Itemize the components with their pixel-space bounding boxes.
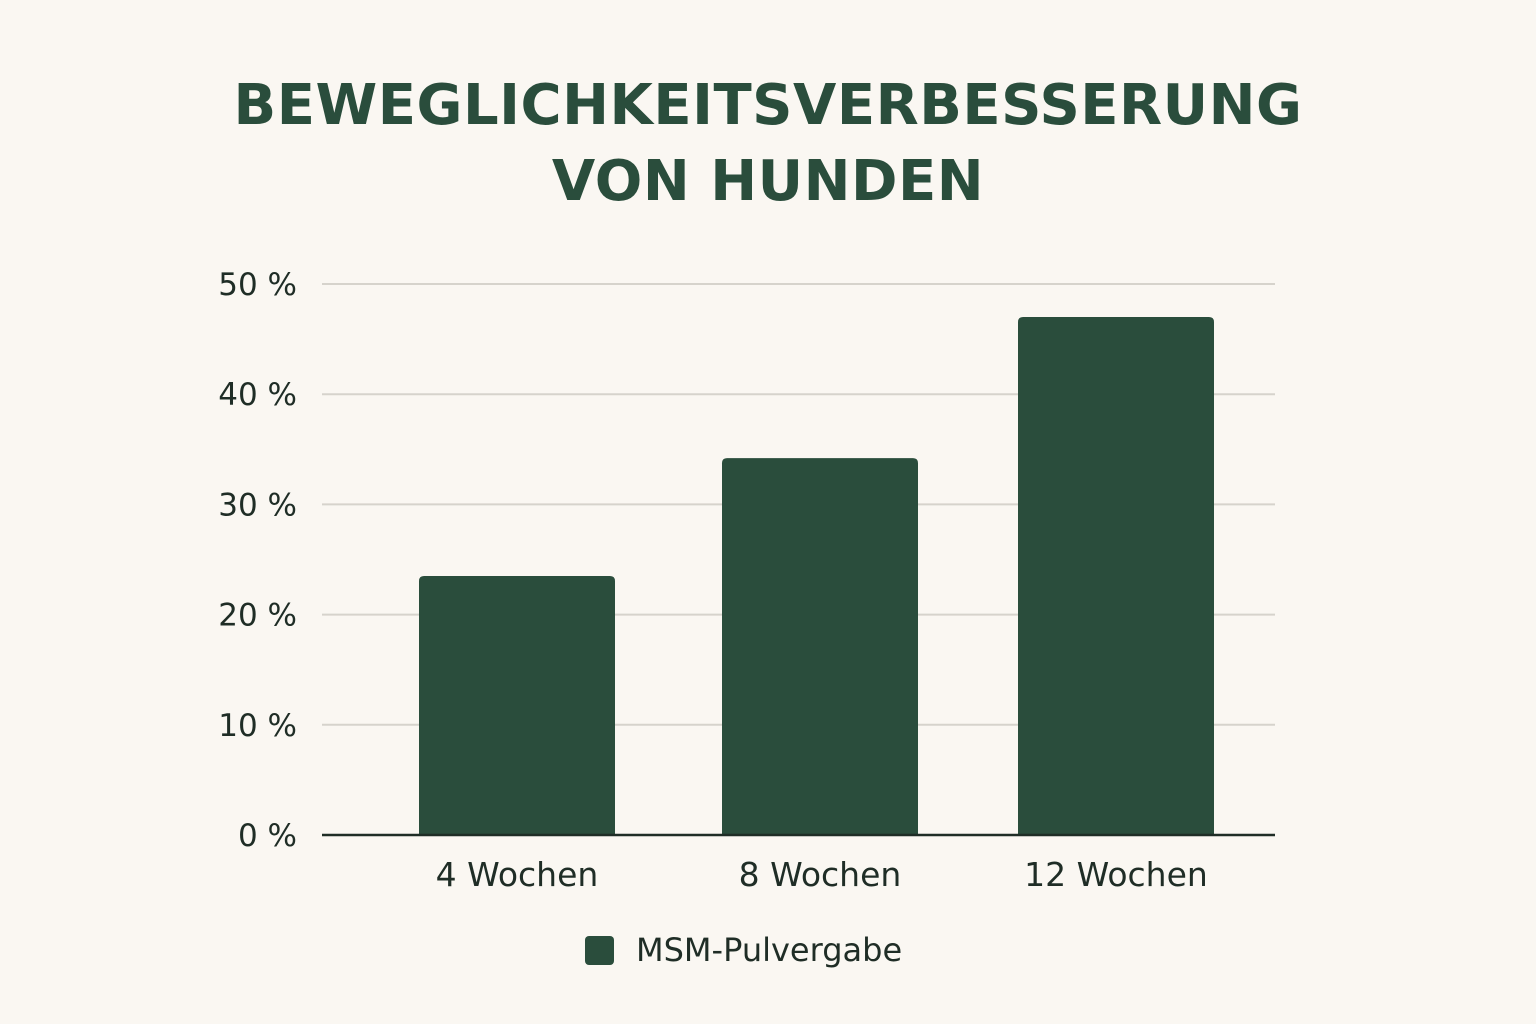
x-axis-category-labels: 4 Wochen 8 Wochen 12 Wochen [436, 855, 1208, 894]
chart-title-line-1: BEWEGLICHKEITSVERBESSERUNG [233, 73, 1303, 138]
y-tick-label: 0 % [238, 818, 297, 854]
y-tick-label: 50 % [218, 267, 297, 303]
chart-title-line-2: VON HUNDEN [551, 149, 985, 214]
bar [722, 458, 918, 835]
legend: MSM-Pulvergabe [585, 928, 902, 972]
bar [1018, 317, 1214, 835]
y-tick-label: 40 % [218, 377, 297, 413]
bars [419, 317, 1214, 835]
y-axis-tick-labels: 0 % 10 % 20 % 30 % 40 % 50 % [218, 267, 297, 854]
legend-swatch [585, 935, 614, 965]
bar [419, 576, 615, 835]
y-tick-label: 10 % [218, 708, 297, 744]
x-tick-label: 12 Wochen [1024, 855, 1208, 894]
legend-label: MSM-Pulvergabe [636, 931, 903, 969]
chart-title: BEWEGLICHKEITSVERBESSERUNG VON HUNDEN [0, 68, 1536, 220]
x-tick-label: 4 Wochen [436, 855, 599, 894]
y-tick-label: 30 % [218, 487, 297, 523]
x-tick-label: 8 Wochen [739, 855, 902, 894]
y-tick-label: 20 % [218, 598, 297, 634]
